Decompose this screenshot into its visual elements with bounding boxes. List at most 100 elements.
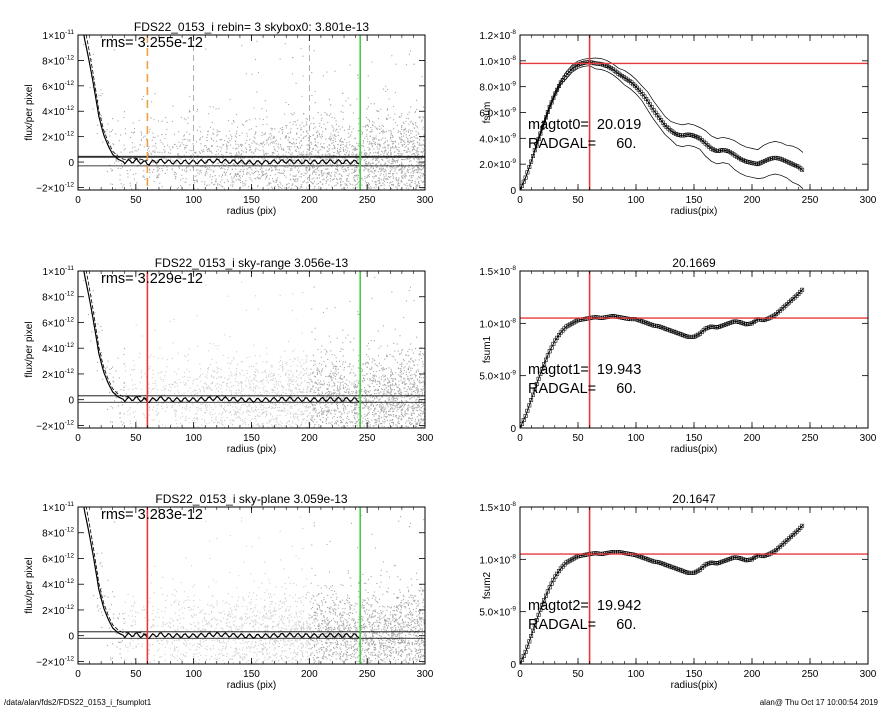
pixel-point — [373, 378, 375, 380]
pixel-point — [174, 413, 176, 415]
pixel-point — [411, 136, 413, 138]
pixel-point — [112, 376, 114, 378]
pixel-point — [212, 176, 214, 178]
pixel-point — [216, 195, 217, 196]
pixel-point — [314, 138, 316, 140]
pixel-point — [219, 158, 221, 160]
pixel-point — [376, 152, 378, 154]
pixel-point — [336, 167, 338, 169]
pixel-point — [293, 196, 294, 197]
pixel-point — [193, 180, 195, 182]
pixel-point — [157, 194, 158, 195]
pixel-point — [229, 363, 231, 365]
pixel-point — [205, 401, 207, 403]
pixel-point — [293, 430, 294, 431]
pixel-point — [201, 157, 203, 159]
pixel-point — [399, 168, 401, 170]
pixel-point — [293, 192, 294, 193]
pixel-point — [401, 167, 403, 169]
pixel-point — [241, 162, 243, 164]
pixel-point — [248, 144, 250, 146]
pixel-point — [379, 182, 381, 184]
pixel-point — [301, 173, 303, 175]
panel-title: FDS22_0153_i rebin= 3 skybox0: 3.801e-13 — [134, 20, 369, 34]
pixel-point — [357, 174, 359, 176]
pixel-point — [409, 168, 411, 170]
pixel-point — [236, 153, 238, 155]
pixel-point — [259, 425, 261, 427]
pixel-point — [152, 136, 154, 138]
pixel-point — [223, 182, 225, 184]
pixel-point — [276, 177, 278, 179]
pixel-point — [393, 155, 395, 157]
pixel-point — [337, 421, 339, 423]
pixel-point — [140, 131, 142, 133]
pixel-point — [323, 191, 324, 192]
pixel-point — [235, 148, 237, 150]
pixel-point — [141, 98, 143, 100]
pixel-point — [219, 131, 221, 133]
pixel-point — [306, 166, 308, 168]
pixel-point — [287, 139, 289, 141]
pixel-point — [242, 171, 244, 173]
pixel-point — [300, 145, 302, 147]
pixel-point — [335, 393, 337, 395]
pixel-point — [401, 175, 403, 177]
pixel-point — [289, 420, 291, 422]
pixel-point — [362, 157, 364, 159]
pixel-point — [413, 158, 415, 160]
pixel-point — [410, 176, 412, 178]
pixel-point — [415, 130, 417, 132]
pixel-point — [296, 142, 298, 144]
pixel-point — [383, 131, 385, 133]
pixel-point — [205, 48, 207, 50]
pixel-point — [239, 174, 241, 176]
pixel-point — [354, 418, 356, 420]
pixel-point — [165, 235, 166, 236]
pixel-point — [417, 142, 419, 144]
pixel-point — [296, 132, 298, 134]
pixel-point — [224, 160, 226, 162]
pixel-point — [257, 148, 259, 150]
pixel-point — [405, 403, 407, 405]
pixel-point — [416, 155, 418, 157]
pixel-point — [238, 398, 240, 400]
pixel-point — [320, 173, 322, 175]
pixel-point — [396, 166, 398, 168]
pixel-point — [151, 193, 152, 194]
pixel-point — [139, 381, 141, 383]
pixel-point — [366, 157, 368, 159]
pixel-point — [310, 360, 312, 362]
pixel-point — [348, 154, 350, 156]
pixel-point — [297, 359, 299, 361]
pixel-point — [227, 120, 229, 122]
pixel-point — [333, 128, 335, 130]
pixel-point — [399, 426, 401, 428]
pixel-point — [398, 389, 400, 391]
pixel-point — [294, 157, 296, 159]
pixel-point — [131, 426, 133, 428]
pixel-point — [123, 413, 125, 415]
pixel-point — [396, 343, 398, 345]
pixel-point — [293, 142, 295, 144]
pixel-point — [227, 195, 228, 196]
pixel-point — [248, 172, 250, 174]
pixel-point — [368, 149, 370, 151]
pixel-point — [299, 142, 301, 144]
pixel-point — [405, 175, 407, 177]
pixel-point — [195, 180, 197, 182]
pixel-point — [328, 173, 330, 175]
pixel-point — [409, 193, 410, 194]
pixel-point — [139, 144, 141, 146]
pixel-point — [413, 300, 415, 302]
pixel-point — [339, 140, 341, 142]
pixel-point — [379, 174, 381, 176]
pixel-point — [372, 168, 374, 170]
pixel-point — [338, 389, 340, 391]
pixel-point — [369, 135, 371, 137]
pixel-point — [202, 449, 203, 450]
pixel-point — [300, 127, 302, 129]
pixel-point — [146, 149, 148, 151]
pixel-point — [240, 145, 242, 147]
pixel-point — [173, 171, 175, 173]
